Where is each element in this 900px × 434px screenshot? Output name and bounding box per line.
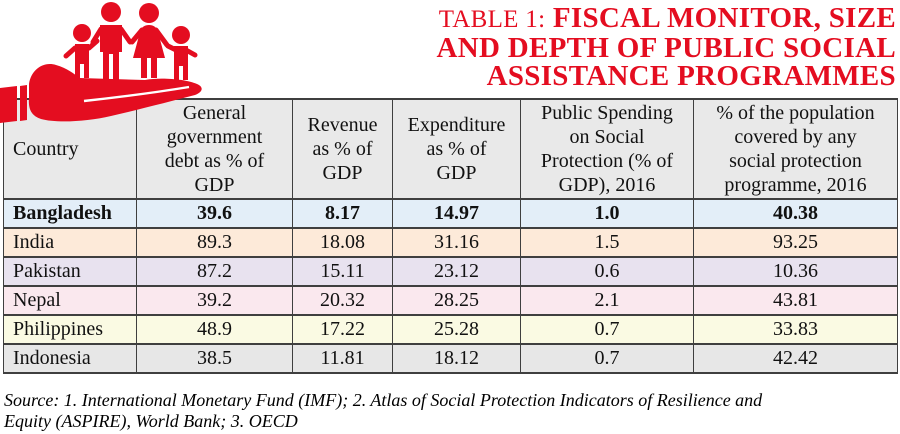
cell-debt: 48.9	[136, 314, 293, 345]
row-nepal: Nepal 39.2 20.32 28.25 2.1 43.81	[3, 285, 898, 316]
row-indonesia: Indonesia 38.5 11.81 18.12 0.7 42.42	[3, 343, 898, 374]
cell-revenue: 20.32	[292, 285, 393, 316]
cell-country: India	[3, 227, 137, 258]
cell-coverage: 10.36	[693, 256, 898, 287]
cell-country: Philippines	[3, 314, 137, 345]
cell-expenditure: 28.25	[392, 285, 521, 316]
title-line-1: TABLE 1: FISCAL MONITOR, SIZE	[336, 4, 896, 34]
cell-revenue: 17.22	[292, 314, 393, 345]
cell-revenue: 18.08	[292, 227, 393, 258]
cell-revenue: 15.11	[292, 256, 393, 287]
cell-expenditure: 14.97	[392, 198, 521, 229]
row-bangladesh: Bangladesh 39.6 8.17 14.97 1.0 40.38	[3, 198, 898, 229]
hand-holding-family-icon	[0, 2, 202, 123]
cell-social-spending: 0.6	[520, 256, 694, 287]
row-philippines: Philippines 48.9 17.22 25.28 0.7 33.83	[3, 314, 898, 345]
source-note: Source: 1. International Monetary Fund (…	[4, 390, 762, 432]
family-icon	[63, 2, 198, 80]
row-india: India 89.3 18.08 31.16 1.5 93.25	[3, 227, 898, 258]
cell-expenditure: 18.12	[392, 343, 521, 374]
cell-country: Bangladesh	[3, 198, 137, 229]
col-header-social-spending: Public Spending on Social Protection (% …	[520, 98, 694, 200]
col-header-debt: General government debt as % of GDP	[136, 98, 293, 200]
cell-social-spending: 0.7	[520, 314, 694, 345]
cell-debt: 39.2	[136, 285, 293, 316]
cell-country: Indonesia	[3, 343, 137, 374]
cell-debt: 87.2	[136, 256, 293, 287]
cell-revenue: 11.81	[292, 343, 393, 374]
cell-coverage: 40.38	[693, 198, 898, 229]
cell-debt: 39.6	[136, 198, 293, 229]
cell-revenue: 8.17	[292, 198, 393, 229]
cell-country: Pakistan	[3, 256, 137, 287]
fiscal-monitor-table: Country General government debt as % of …	[3, 98, 898, 374]
col-header-revenue: Revenue as % of GDP	[292, 98, 393, 200]
row-pakistan: Pakistan 87.2 15.11 23.12 0.6 10.36	[3, 256, 898, 287]
page-title: TABLE 1: FISCAL MONITOR, SIZE AND DEPTH …	[336, 4, 896, 92]
cell-social-spending: 0.7	[520, 343, 694, 374]
col-header-expenditure: Expenditure as % of GDP	[392, 98, 521, 200]
cell-debt: 38.5	[136, 343, 293, 374]
source-line-2: Equity (ASPIRE), World Bank; 3. OECD	[4, 411, 298, 431]
cell-coverage: 33.83	[693, 314, 898, 345]
cell-social-spending: 1.5	[520, 227, 694, 258]
source-line-1: Source: 1. International Monetary Fund (…	[4, 390, 763, 410]
cell-coverage: 42.42	[693, 343, 898, 374]
cell-expenditure: 25.28	[392, 314, 521, 345]
title-line-2: AND DEPTH OF PUBLIC SOCIAL	[436, 32, 896, 64]
col-header-coverage: % of the population covered by any socia…	[693, 98, 898, 200]
title-line-3: ASSISTANCE PROGRAMMES	[486, 60, 896, 92]
cell-social-spending: 1.0	[520, 198, 694, 229]
hand-icon	[0, 64, 202, 123]
cell-expenditure: 31.16	[392, 227, 521, 258]
cell-social-spending: 2.1	[520, 285, 694, 316]
cell-coverage: 43.81	[693, 285, 898, 316]
table-number-label: TABLE 1:	[438, 6, 546, 33]
cell-country: Nepal	[3, 285, 137, 316]
cell-coverage: 93.25	[693, 227, 898, 258]
title-line-1-text: FISCAL MONITOR, SIZE	[552, 2, 896, 34]
cell-debt: 89.3	[136, 227, 293, 258]
cell-expenditure: 23.12	[392, 256, 521, 287]
